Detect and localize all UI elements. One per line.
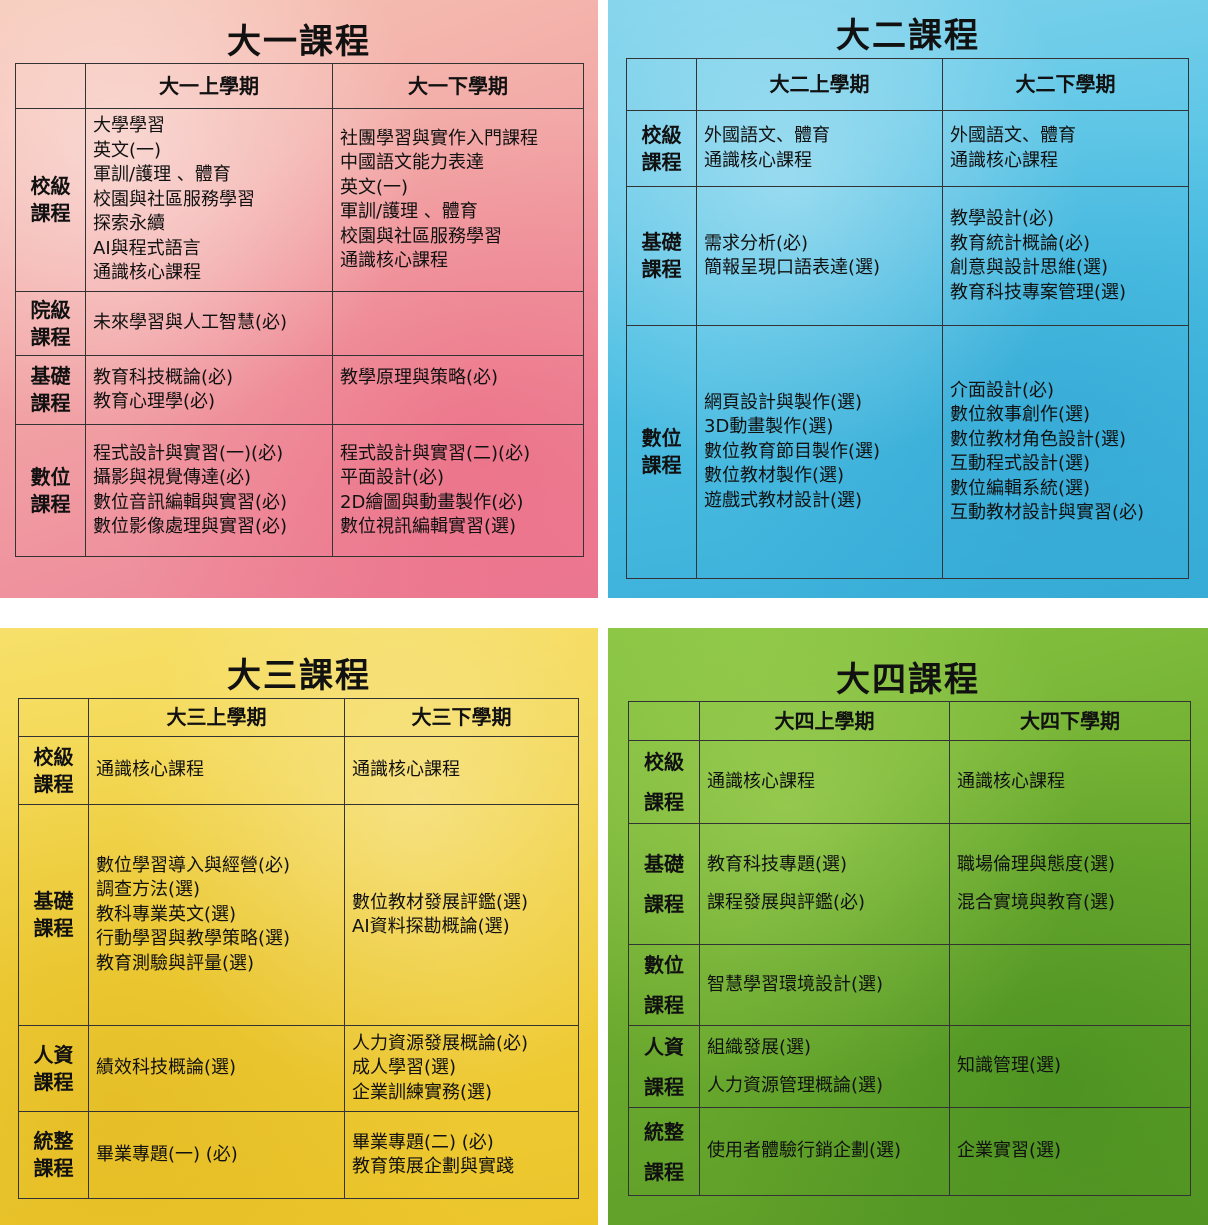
year2-corner-cell: [626, 58, 697, 111]
year2-table: 大二上學期 大二下學期 校級 課程 外國語文、體育 通識核心課程 外國語文、體育 …: [626, 58, 1189, 579]
year2-row-digital-sem1: 網頁設計與製作(選) 3D動畫製作(選) 數位教育節目製作(選) 數位教材製作(…: [696, 325, 943, 579]
year4-row-basic-sem2: 職場倫理與態度(選) 混合實境與教育(選): [949, 823, 1191, 945]
year1-row-basic-sem1: 教育科技概論(必) 教育心理學(必): [85, 355, 333, 425]
year4-row-school-sem2: 通識核心課程: [949, 740, 1191, 824]
year2-row-basic-sem1: 需求分析(必) 簡報呈現口語表達(選): [696, 186, 943, 326]
year1-title: 大一課程: [227, 22, 371, 62]
year2-row-school-category: 校級 課程: [626, 110, 697, 187]
year2-header-sem2: 大二下學期: [942, 58, 1189, 111]
year4-row-digital-sem2: [949, 944, 1191, 1026]
year1-row-school-category: 校級 課程: [15, 108, 86, 292]
year4-row-digital-sem1: 智慧學習環境設計(選): [699, 944, 950, 1026]
year1-row-school-sem1: 大學學習 英文(一) 軍訓/護理 、體育 校園與社區服務學習 探索永續 AI與程…: [85, 108, 333, 292]
year4-title: 大四課程: [836, 660, 980, 700]
year4-row-digital-category: 數位 課程: [628, 944, 700, 1026]
year2-row-digital-category: 數位 課程: [626, 325, 697, 579]
year2-header-sem1: 大二上學期: [696, 58, 943, 111]
year4-header-sem2: 大四下學期: [949, 701, 1191, 741]
year1-row-school-sem2: 社團學習與實作入門課程 中國語文能力表達 英文(一) 軍訓/護理 、體育 校園與…: [332, 108, 584, 292]
year3-row-hr-sem1: 績效科技概論(選): [88, 1025, 345, 1112]
year4-header-sem1: 大四上學期: [699, 701, 950, 741]
year3-header-sem2: 大三下學期: [344, 698, 579, 737]
year2-panel: 大二課程 大二上學期 大二下學期 校級 課程 外國語文、體育 通識核心課程 外國語…: [608, 0, 1208, 598]
year1-panel: 大一課程 大一上學期 大一下學期 校級 課程 大學學習 英文(一) 軍訓/護理 、…: [0, 0, 598, 598]
year2-row-school-sem2: 外國語文、體育 通識核心課程: [942, 110, 1189, 187]
year3-row-hr-sem2: 人力資源發展概論(必) 成人學習(選) 企業訓練實務(選): [344, 1025, 579, 1112]
year1-header-sem1: 大一上學期: [85, 63, 333, 109]
year1-row-basic-category: 基礎 課程: [15, 355, 86, 425]
year4-row-school-sem1: 通識核心課程: [699, 740, 950, 824]
year1-table: 大一上學期 大一下學期 校級 課程 大學學習 英文(一) 軍訓/護理 、體育 校園…: [15, 63, 584, 557]
year1-row-college-category: 院級 課程: [15, 291, 86, 356]
year3-panel: 大三課程 大三上學期 大三下學期 校級 課程 通識核心課程 通識核心課程 基礎 課程…: [0, 628, 598, 1225]
year2-title: 大二課程: [836, 16, 980, 56]
year3-title: 大三課程: [227, 656, 371, 696]
year3-row-school-sem1: 通識核心課程: [88, 736, 345, 805]
year4-row-basic-category: 基礎 課程: [628, 823, 700, 945]
year2-row-basic-category: 基礎 課程: [626, 186, 697, 326]
year3-row-school-sem2: 通識核心課程: [344, 736, 579, 805]
year4-row-integration-sem1: 使用者體驗行銷企劃(選): [699, 1107, 950, 1196]
year1-row-basic-sem2: 教學原理與策略(必): [332, 355, 584, 425]
year4-table: 大四上學期 大四下學期 校級 課程 通識核心課程 通識核心課程 基礎 課程 教育科技…: [628, 701, 1191, 1196]
year3-row-integration-category: 統整 課程: [18, 1111, 89, 1199]
year3-header-sem1: 大三上學期: [88, 698, 345, 737]
year3-row-integration-sem2: 畢業專題(二) (必) 教育策展企劃與實踐: [344, 1111, 579, 1199]
year4-row-school-category: 校級 課程: [628, 740, 700, 824]
year3-corner-cell: [18, 698, 89, 737]
year4-row-integration-sem2: 企業實習(選): [949, 1107, 1191, 1196]
year4-row-hr-category: 人資 課程: [628, 1025, 700, 1108]
year4-row-integration-category: 統整 課程: [628, 1107, 700, 1196]
year3-row-hr-category: 人資 課程: [18, 1025, 89, 1112]
year3-table: 大三上學期 大三下學期 校級 課程 通識核心課程 通識核心課程 基礎 課程 數位學習…: [18, 698, 579, 1199]
year1-header-sem2: 大一下學期: [332, 63, 584, 109]
year1-row-college-sem1: 未來學習與人工智慧(必): [85, 291, 333, 356]
year1-row-digital-category: 數位 課程: [15, 424, 86, 557]
year1-row-digital-sem1: 程式設計與實習(一)(必) 攝影與視覺傳達(必) 數位音訊編輯與實習(必) 數位…: [85, 424, 333, 557]
year2-row-basic-sem2: 教學設計(必) 教育統計概論(必) 創意與設計思維(選) 教育科技專案管理(選): [942, 186, 1189, 326]
year1-row-digital-sem2: 程式設計與實習(二)(必) 平面設計(必) 2D繪圖與動畫製作(必) 數位視訊編…: [332, 424, 584, 557]
year4-corner-cell: [628, 701, 700, 741]
year3-row-integration-sem1: 畢業專題(一) (必): [88, 1111, 345, 1199]
year2-row-school-sem1: 外國語文、體育 通識核心課程: [696, 110, 943, 187]
year4-panel: 大四課程 大四上學期 大四下學期 校級 課程 通識核心課程 通識核心課程 基礎 課程…: [608, 628, 1208, 1225]
year4-row-hr-sem2: 知識管理(選): [949, 1025, 1191, 1108]
year3-row-basic-category: 基礎 課程: [18, 804, 89, 1026]
year1-corner-cell: [15, 63, 86, 109]
year4-row-basic-sem1: 教育科技專題(選) 課程發展與評鑑(必): [699, 823, 950, 945]
year3-row-basic-sem1: 數位學習導入與經營(必) 調查方法(選) 教科專業英文(選) 行動學習與教學策略…: [88, 804, 345, 1026]
year3-row-school-category: 校級 課程: [18, 736, 89, 805]
year3-row-basic-sem2: 數位教材發展評鑑(選) AI資料探勘概論(選): [344, 804, 579, 1026]
year2-row-digital-sem2: 介面設計(必) 數位敘事創作(選) 數位教材角色設計(選) 互動程式設計(選) …: [942, 325, 1189, 579]
year4-row-hr-sem1: 組織發展(選) 人力資源管理概論(選): [699, 1025, 950, 1108]
year1-row-college-sem2: [332, 291, 584, 356]
